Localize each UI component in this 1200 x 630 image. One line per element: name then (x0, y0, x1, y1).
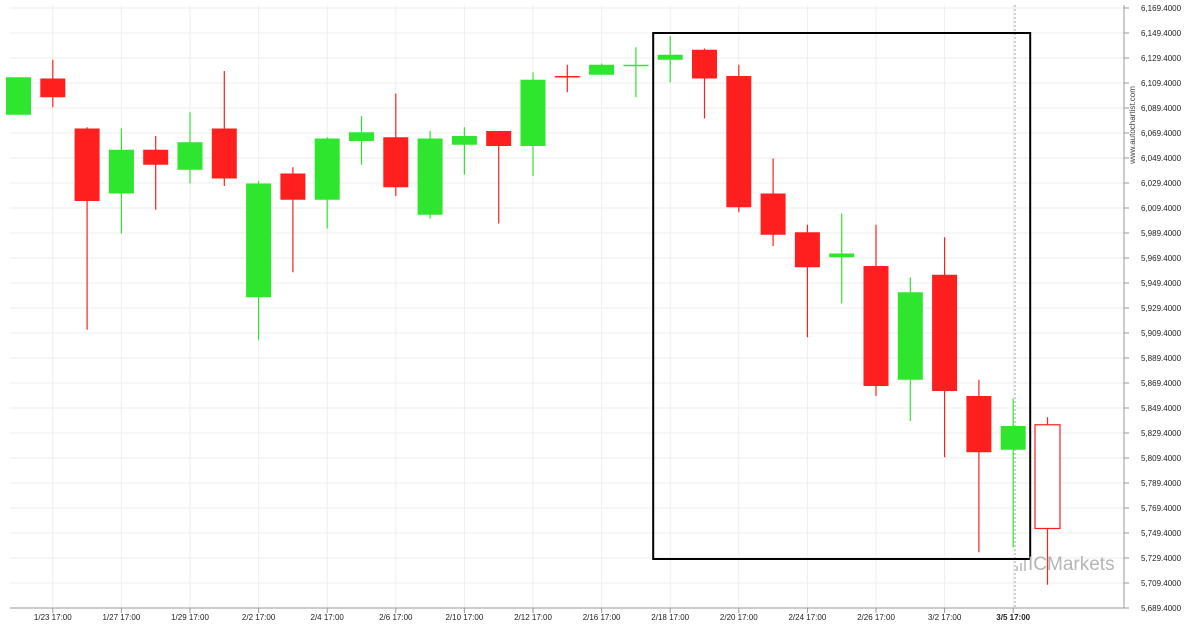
y-tick-label: 5,849.4000 (1141, 404, 1182, 413)
candle-body (40, 78, 66, 98)
y-tick-label: 5,989.4000 (1141, 229, 1182, 238)
candle-body (794, 232, 820, 268)
y-tick-label: 6,049.4000 (1141, 154, 1182, 163)
x-tick-label: 1/27 17:00 (102, 613, 140, 622)
y-tick-label: 5,709.4000 (1141, 579, 1182, 588)
y-tick-label: 6,029.4000 (1141, 179, 1182, 188)
y-tick-label: 6,109.4000 (1141, 79, 1182, 88)
candle-body (829, 253, 855, 258)
candle-body (966, 396, 992, 453)
candle-body (760, 193, 786, 235)
candle-body (383, 137, 409, 188)
brand-suffix: Markets (1047, 554, 1115, 575)
x-tick-label: 2/12 17:00 (514, 613, 552, 622)
y-tick-label: 5,969.4000 (1141, 254, 1182, 263)
x-tick-label: 2/16 17:00 (583, 613, 621, 622)
x-tick-label: 2/6 17:00 (379, 613, 413, 622)
x-tick-label: 2/10 17:00 (445, 613, 483, 622)
x-axis-ticks: 1/23 17:00 1/27 17:00 1/29 17:00 2/2 17:00 2… (34, 608, 1031, 622)
candle-body (657, 54, 683, 60)
candle-body (211, 128, 237, 179)
brand-prefix: IC (1028, 554, 1047, 575)
y-tick-label: 6,009.4000 (1141, 204, 1182, 213)
y-tick-label: 5,929.4000 (1141, 304, 1182, 313)
candle-body (246, 183, 272, 298)
candle-body (280, 173, 306, 200)
candle-body (349, 132, 374, 141)
y-tick-label: 6,149.4000 (1141, 29, 1182, 38)
brand-text: ICMarkets (1028, 554, 1115, 575)
y-tick-label: 5,789.4000 (1141, 479, 1182, 488)
y-tick-label: 5,909.4000 (1141, 329, 1182, 338)
candle-body (554, 76, 580, 78)
y-tick-label: 6,069.4000 (1141, 129, 1182, 138)
y-tick-label: 5,689.4000 (1141, 604, 1182, 613)
y-tick-label: 6,089.4000 (1141, 104, 1182, 113)
y-tick-label: 5,889.4000 (1141, 354, 1182, 363)
y-axis-ticks: 6,169.4000 6,149.4000 6,129.4000 6,109.4000… (1124, 4, 1182, 613)
candle-body (143, 149, 169, 165)
x-tick-label: 3/2 17:00 (928, 613, 962, 622)
candle-body (863, 266, 889, 386)
x-tick-label: 1/23 17:00 (34, 613, 72, 622)
y-tick-label: 5,949.4000 (1141, 279, 1182, 288)
y-tick-label: 5,749.4000 (1141, 529, 1182, 538)
x-tick-label: 2/18 17:00 (651, 613, 689, 622)
pattern-box (652, 32, 1032, 560)
brand-watermark: ICMarkets (1016, 554, 1115, 575)
x-tick-label: 2/4 17:00 (311, 613, 345, 622)
candle-body (623, 64, 649, 67)
candle-body (1000, 426, 1026, 450)
x-tick-label: 2/24 17:00 (788, 613, 826, 622)
y-tick-label: 5,769.4000 (1141, 504, 1182, 513)
y-tick-label: 5,829.4000 (1141, 429, 1182, 438)
candle-body (520, 79, 546, 146)
y-tick-label: 5,809.4000 (1141, 454, 1182, 463)
x-tick-label: 2/26 17:00 (857, 613, 895, 622)
candle-body (177, 142, 203, 170)
y-tick-label: 6,129.4000 (1141, 54, 1182, 63)
forecast-candle-body (1034, 424, 1061, 530)
candle-body (932, 274, 958, 391)
candle-body (108, 149, 134, 194)
x-tick-label: 1/29 17:00 (171, 613, 209, 622)
y-tick-label: 5,869.4000 (1141, 379, 1182, 388)
candle-body (692, 49, 717, 79)
forecast-candle-group (1034, 417, 1061, 585)
y-tick-label: 6,169.4000 (1141, 4, 1182, 13)
x-tick-label: 3/5 17:00 (996, 613, 1030, 622)
candle-body (726, 76, 752, 208)
candle-body (451, 136, 477, 145)
x-tick-label: 2/20 17:00 (720, 613, 758, 622)
candle-body (314, 138, 340, 200)
candles (6, 36, 1026, 553)
candle-body (6, 77, 31, 115)
candle-body (486, 131, 512, 146)
candle-body (417, 138, 443, 215)
brand-logo-icon (1016, 560, 1026, 571)
y-tick-label: 5,729.4000 (1141, 554, 1182, 563)
watermark-side-text: www.autochartist.com (1128, 86, 1137, 165)
candle-body (897, 292, 923, 380)
candle-body (74, 128, 100, 201)
candle-body (589, 64, 615, 75)
x-tick-label: 2/2 17:00 (242, 613, 276, 622)
